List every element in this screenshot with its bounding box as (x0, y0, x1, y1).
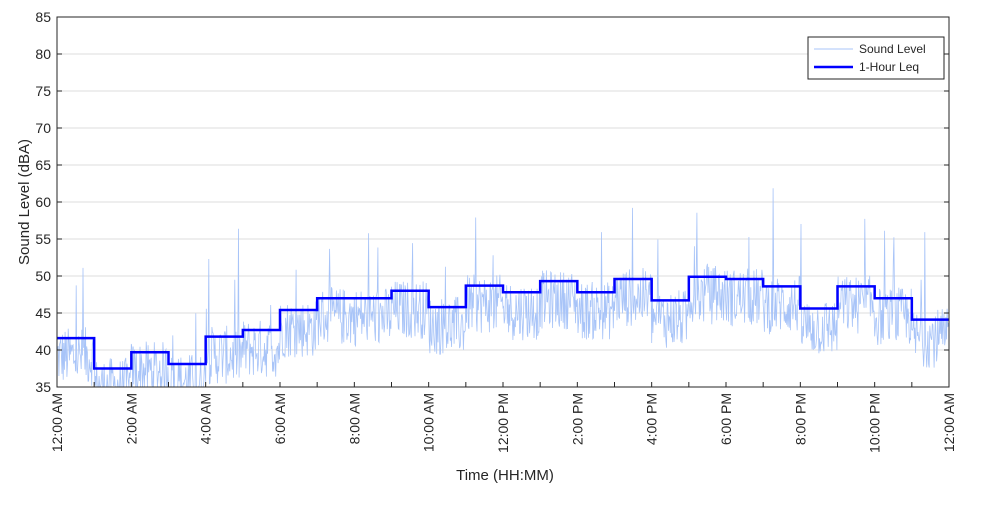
x-axis-label: Time (HH:MM) (456, 467, 554, 484)
x-tick-label: 6:00 PM (718, 393, 734, 445)
y-tick-label: 80 (35, 46, 51, 62)
x-tick-label: 8:00 AM (346, 393, 362, 444)
x-tick-label: 12:00 AM (49, 393, 65, 452)
leq-step-line (57, 275, 949, 370)
y-tick-label: 85 (35, 9, 51, 25)
x-tick-label: 12:00 PM (495, 393, 511, 453)
x-tick-label: 8:00 PM (792, 393, 808, 445)
x-tick-label: 4:00 PM (644, 393, 660, 445)
y-tick-label: 55 (35, 231, 51, 247)
y-tick-label: 50 (35, 268, 51, 284)
x-tick-label: 12:00 AM (941, 393, 957, 452)
y-tick-label: 60 (35, 194, 51, 210)
x-tick-label: 4:00 AM (198, 393, 214, 444)
y-tick-label: 40 (35, 342, 51, 358)
x-tick-label: 10:00 AM (421, 393, 437, 452)
legend-sound-level: Sound Level (859, 42, 926, 56)
x-tick-label: 2:00 AM (123, 393, 139, 444)
legend-box (807, 36, 945, 80)
legend-leq: 1-Hour Leq (859, 60, 919, 74)
y-tick-label: 65 (35, 157, 51, 173)
x-tick-label: 10:00 PM (867, 393, 883, 453)
x-tick-label: 2:00 PM (569, 393, 585, 445)
legend: Sound Level 1-Hour Leq (807, 36, 945, 80)
y-tick-label: 75 (35, 83, 51, 99)
y-tick-label: 45 (35, 305, 51, 321)
y-tick-label: 35 (35, 379, 51, 395)
y-axis-label: Sound Level (dBA) (16, 139, 33, 265)
y-tick-label: 70 (35, 120, 51, 136)
x-tick-label: 6:00 AM (272, 393, 288, 444)
